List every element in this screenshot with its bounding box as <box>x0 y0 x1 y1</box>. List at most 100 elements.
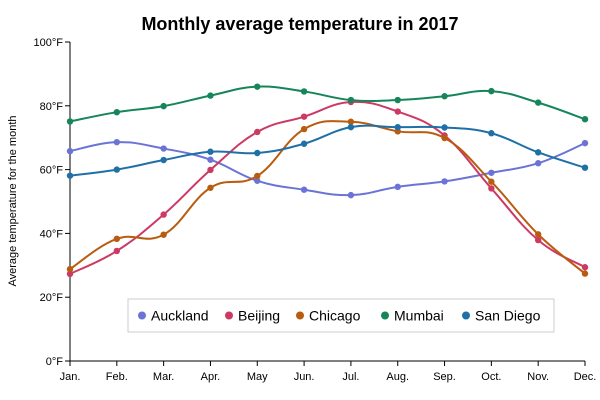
series-line-beijing <box>69 100 586 275</box>
data-point-beijing <box>534 236 542 244</box>
data-point-auckland <box>300 186 308 193</box>
x-tick-label: Jul. <box>342 371 359 383</box>
data-point-chicago <box>581 270 589 277</box>
x-tick-label: May <box>247 371 268 383</box>
y-tick-label: 60°F <box>40 165 64 177</box>
data-point-mumbai <box>300 88 308 95</box>
x-tick-label: Aug. <box>386 371 409 383</box>
data-point-chicago <box>254 172 261 180</box>
x-tick-label: Jun. <box>294 371 315 383</box>
x-tick-label: Oct. <box>481 371 501 383</box>
legend-item-auckland[interactable]: Auckland <box>138 308 209 324</box>
series-layer <box>66 83 589 278</box>
data-point-beijing <box>300 113 308 120</box>
data-point-beijing <box>254 128 261 136</box>
data-point-chicago <box>488 178 495 185</box>
data-point-auckland <box>581 139 589 147</box>
legend-label-beijing: Beijing <box>238 308 280 324</box>
x-axis-ticks: Jan. Feb. Mar. Apr. May Jun. Jul. Aug. Sep. Oct. N… <box>60 361 597 383</box>
y-tick-label: 100°F <box>34 37 64 49</box>
data-point-san-diego <box>113 166 121 173</box>
data-point-beijing <box>66 270 74 278</box>
data-point-beijing <box>207 166 214 174</box>
y-axis-title: Average temperature for the month <box>7 115 19 286</box>
data-point-chicago <box>113 235 121 243</box>
legend-label-auckland: Auckland <box>151 308 209 324</box>
data-point-auckland <box>488 169 495 176</box>
series-beijing <box>66 98 589 278</box>
legend-marker-chicago <box>296 311 304 320</box>
data-point-mumbai <box>534 99 542 106</box>
x-tick-label: Mar. <box>153 371 174 383</box>
legend-label-san-diego: San Diego <box>475 308 541 324</box>
legend-label-mumbai: Mumbai <box>394 308 444 324</box>
data-point-chicago <box>534 231 542 238</box>
data-point-mumbai <box>66 118 74 125</box>
legend[interactable]: Auckland Beijing Chicago Mumbai San Diego <box>127 298 555 333</box>
axes <box>69 42 585 362</box>
data-point-mumbai <box>160 102 167 110</box>
chart-title: Monthly average temperature in 2017 <box>141 14 458 34</box>
data-point-chicago <box>300 125 308 133</box>
data-point-chicago <box>66 265 74 273</box>
legend-label-chicago: Chicago <box>309 308 361 324</box>
data-point-beijing <box>394 108 401 115</box>
legend-item-chicago[interactable]: Chicago <box>296 308 361 324</box>
y-tick-label: 40°F <box>40 228 64 240</box>
legend-marker-auckland <box>138 311 146 320</box>
series-line-mumbai <box>69 85 586 123</box>
legend-item-mumbai[interactable]: Mumbai <box>381 308 444 324</box>
x-tick-label: Apr. <box>201 371 221 383</box>
x-tick-label: Feb. <box>106 371 128 383</box>
data-point-chicago <box>160 231 167 238</box>
data-point-mumbai <box>113 108 121 116</box>
data-point-mumbai <box>207 92 214 99</box>
data-point-auckland <box>254 177 261 184</box>
legend-marker-san-diego <box>462 311 470 320</box>
data-point-auckland <box>160 145 167 152</box>
data-point-chicago <box>347 118 355 125</box>
data-point-auckland <box>441 178 448 185</box>
data-point-san-diego <box>207 148 214 155</box>
data-point-beijing <box>581 264 589 271</box>
x-tick-label: Sep. <box>433 371 456 383</box>
series-san-diego <box>66 123 589 179</box>
data-point-san-diego <box>488 130 495 137</box>
data-point-auckland <box>113 138 121 146</box>
data-point-beijing <box>488 185 495 192</box>
y-tick-label: 80°F <box>40 101 64 113</box>
data-point-san-diego <box>66 172 74 179</box>
legend-marker-beijing <box>225 311 233 320</box>
legend-box <box>127 298 555 333</box>
y-tick-label: 20°F <box>40 292 64 304</box>
y-axis-ticks: 0°F 20°F 40°F 60°F 80°F 100°F <box>34 37 70 368</box>
data-point-san-diego <box>394 123 401 131</box>
series-chicago <box>66 118 589 277</box>
y-tick-label: 0°F <box>46 356 64 368</box>
data-point-chicago <box>207 184 214 191</box>
legend-item-beijing[interactable]: Beijing <box>225 308 280 324</box>
series-auckland <box>66 138 589 199</box>
x-tick-label: Dec. <box>574 371 597 383</box>
series-line-san-diego <box>69 124 586 177</box>
data-point-chicago <box>441 134 448 142</box>
data-point-mumbai <box>394 96 401 104</box>
data-point-beijing <box>160 211 167 218</box>
data-point-auckland <box>207 156 214 163</box>
data-point-mumbai <box>441 93 448 100</box>
data-point-mumbai <box>581 115 589 123</box>
data-point-mumbai <box>347 96 355 104</box>
data-point-auckland <box>347 191 355 199</box>
data-point-san-diego <box>160 156 167 164</box>
series-line-chicago <box>69 120 586 275</box>
legend-marker-mumbai <box>381 311 389 320</box>
data-point-san-diego <box>441 124 448 131</box>
legend-item-san-diego[interactable]: San Diego <box>462 308 541 324</box>
data-point-mumbai <box>488 87 495 95</box>
series-line-auckland <box>69 141 586 197</box>
series-mumbai <box>66 83 589 125</box>
x-tick-label: Nov. <box>527 371 549 383</box>
data-point-auckland <box>66 147 74 155</box>
